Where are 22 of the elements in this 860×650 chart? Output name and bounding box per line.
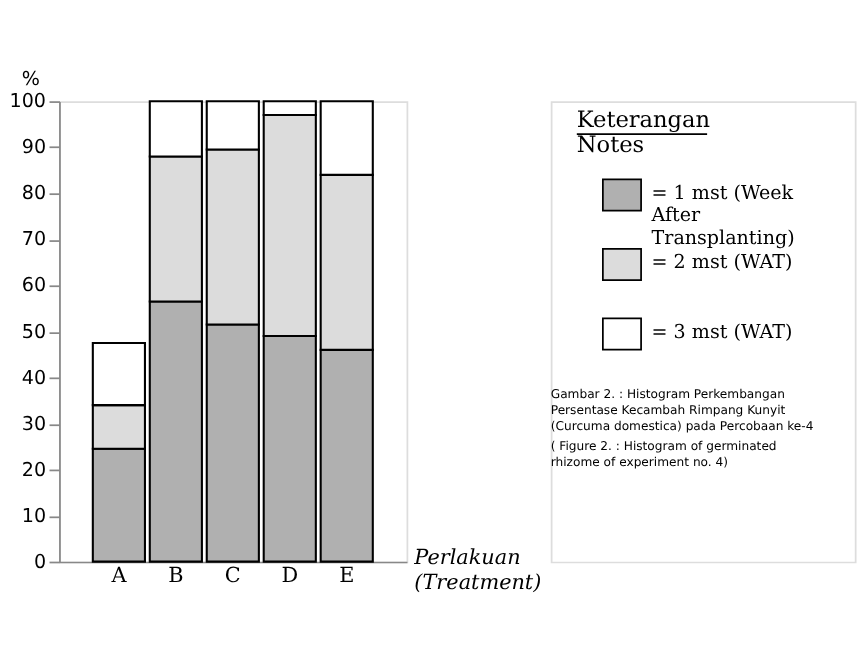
y-tick-label: 40 — [21, 367, 47, 390]
x-tick-label: E — [339, 563, 355, 588]
x-tick-label: C — [224, 563, 241, 588]
y-tick-label: 100 — [9, 91, 47, 114]
x-tick-label: B — [168, 563, 185, 588]
y-tick-label: 30 — [21, 413, 47, 436]
y-tick-label: 0 — [33, 551, 47, 574]
x-tick-label: D — [281, 563, 299, 588]
legend-title: Keterangan Notes — [576, 107, 711, 158]
y-tick-label: 60 — [21, 275, 47, 298]
y-axis-title: % — [21, 68, 40, 91]
y-tick-label: 90 — [21, 137, 47, 160]
y-tick-label: 70 — [21, 229, 47, 252]
x-tick-label: A — [109, 563, 128, 588]
x-axis-title: Perlakuan (Treatment) — [412, 546, 542, 595]
y-tick-label: 10 — [21, 505, 47, 528]
y-tick-label: 50 — [21, 321, 47, 344]
y-tick-label: 80 — [21, 183, 47, 206]
y-tick-label: 20 — [21, 459, 47, 482]
legend-label: = 3 mst (WAT) — [651, 321, 793, 344]
legend-label: = 2 mst (WAT) — [651, 252, 793, 275]
legend-label: = 1 mst (Week After Transplanting) — [649, 182, 795, 250]
